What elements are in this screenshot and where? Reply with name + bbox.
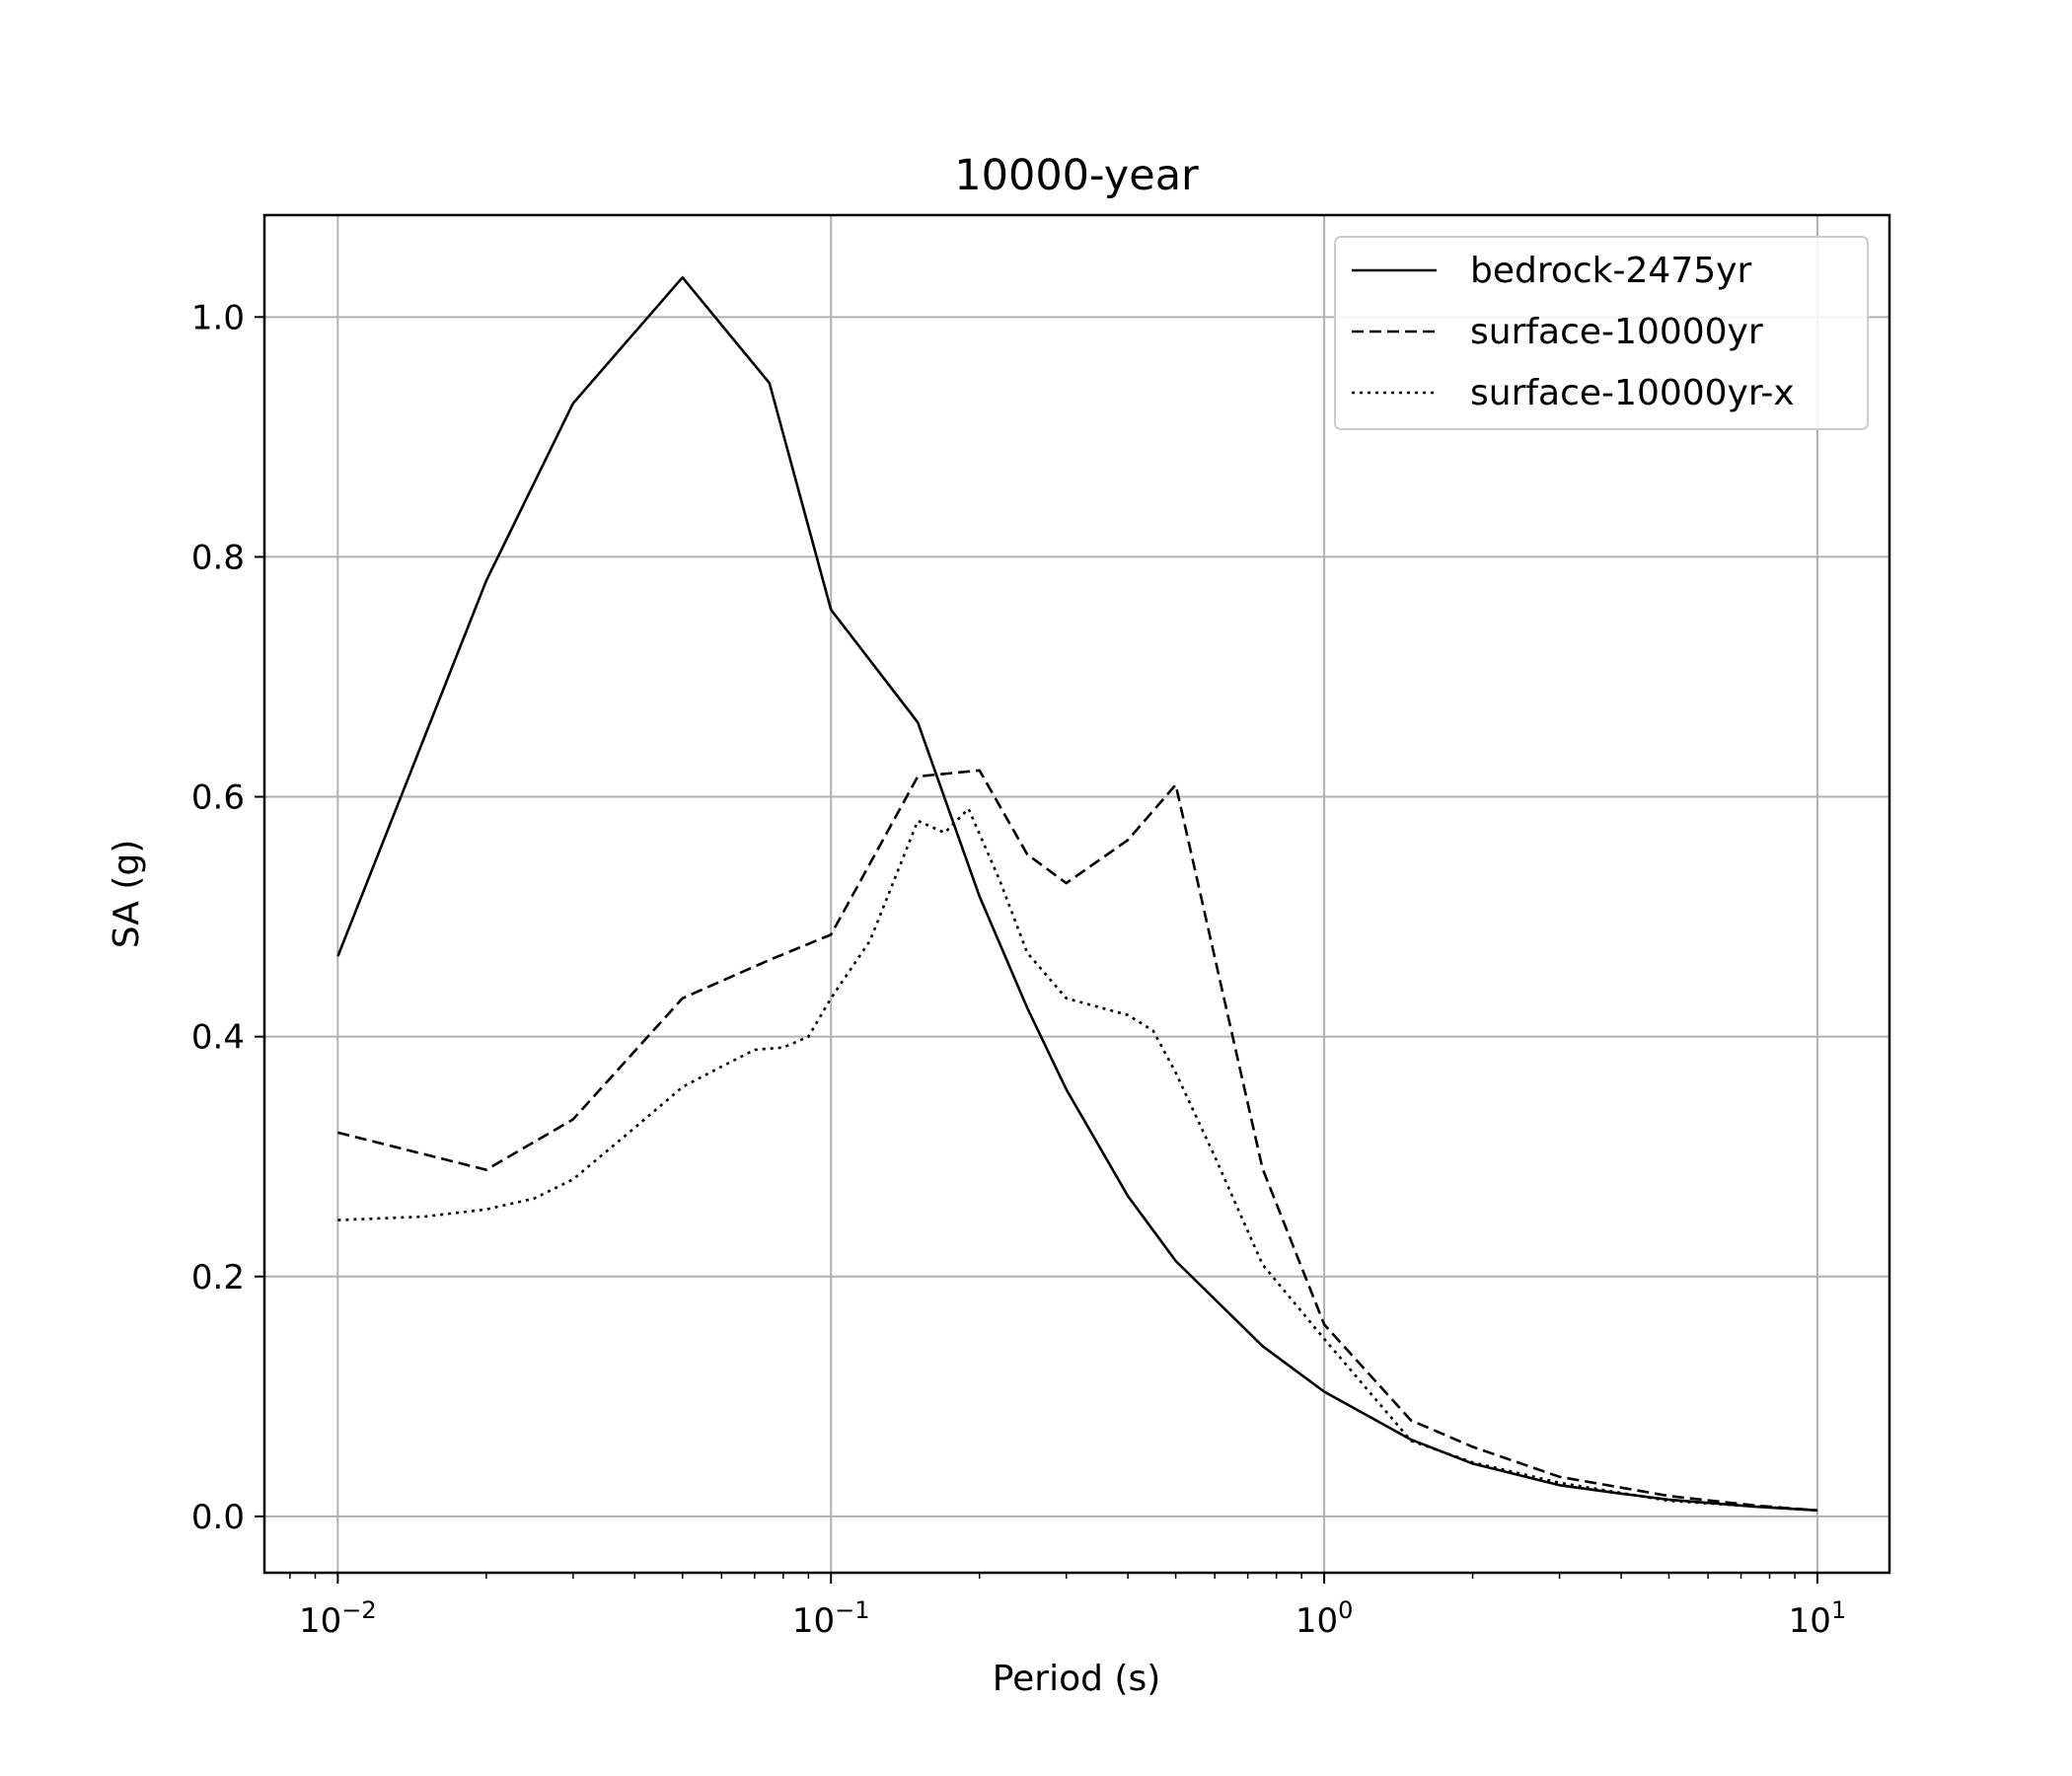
y-axis-label: SA (g) (107, 840, 147, 949)
x-tick-label: 10−2 (299, 1596, 377, 1641)
legend-label-surface-10000yr: surface-10000yr (1470, 312, 1763, 352)
legend-box (1334, 236, 1869, 430)
y-tick-label: 1.0 (191, 298, 245, 337)
legend-label-surface-10000yr-x: surface-10000yr-x (1470, 373, 1795, 413)
legend-label-bedrock-2475yr: bedrock-2475yr (1470, 251, 1751, 291)
x-tick-label-exponent: −2 (341, 1596, 376, 1624)
y-tick-label: 0.6 (191, 778, 245, 818)
series-line-surface-10000yr-x (337, 807, 1818, 1513)
x-tick-label: 100 (1295, 1596, 1354, 1641)
plot-frame (262, 213, 1891, 1575)
x-tick-label: 101 (1789, 1596, 1847, 1641)
series-lines (336, 275, 1818, 1513)
x-tick-label-base: 10 (1295, 1601, 1338, 1641)
x-axis-label: Period (s) (993, 1659, 1161, 1699)
x-tick-label: 10−1 (792, 1596, 870, 1641)
y-tick-label: 0.0 (191, 1498, 245, 1537)
series-line-surface-10000yr (337, 769, 1818, 1513)
x-tick-label-base: 10 (299, 1601, 341, 1641)
x-tick-label-exponent: 0 (1338, 1596, 1353, 1624)
y-tick-label: 0.8 (191, 538, 245, 577)
legend: bedrock-2475yr surface-10000yr surface-1… (1334, 236, 1869, 430)
axis-ticks: 0.00.20.40.60.81.010−2 10−1 100 101 (191, 298, 1846, 1641)
x-tick-label-base: 10 (1789, 1601, 1831, 1641)
x-tick-label-exponent: −1 (835, 1596, 869, 1624)
y-tick-label: 0.4 (191, 1018, 245, 1058)
x-tick-label-exponent: 1 (1831, 1596, 1846, 1624)
y-tick-label: 0.2 (191, 1258, 245, 1297)
x-tick-label-base: 10 (792, 1601, 835, 1641)
series-line-bedrock-2475yr (336, 275, 1818, 1513)
grid (264, 215, 1889, 1573)
chart-title: 10000-year (954, 151, 1199, 200)
